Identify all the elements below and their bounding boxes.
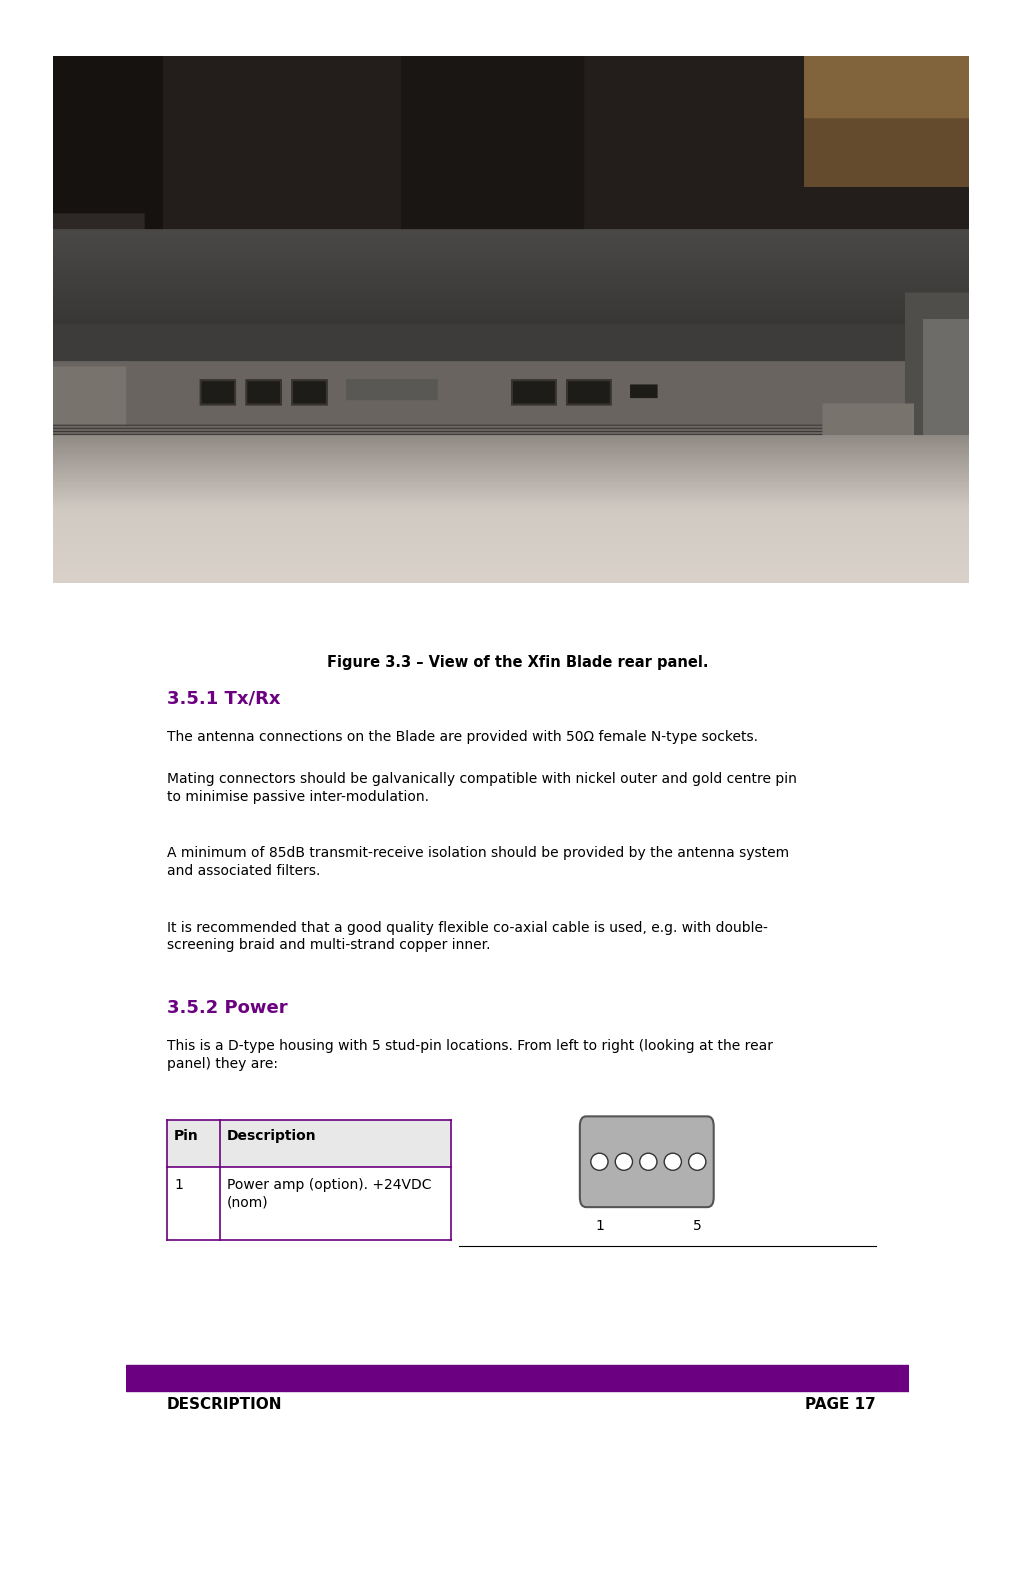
Text: This is a D-type housing with 5 stud-pin locations. From left to right (looking : This is a D-type housing with 5 stud-pin… bbox=[167, 1039, 773, 1070]
Text: It is recommended that a good quality flexible co-axial cable is used, e.g. with: It is recommended that a good quality fl… bbox=[167, 921, 768, 953]
Text: DESCRIPTION: DESCRIPTION bbox=[167, 1397, 283, 1411]
Text: 3.5.2 Power: 3.5.2 Power bbox=[167, 999, 288, 1016]
Bar bbox=[167, 1120, 451, 1166]
Ellipse shape bbox=[689, 1153, 706, 1171]
Text: 1: 1 bbox=[174, 1177, 183, 1192]
Text: XFIN-BLADE-SM: XFIN-BLADE-SM bbox=[740, 198, 876, 212]
FancyBboxPatch shape bbox=[580, 1117, 714, 1207]
Ellipse shape bbox=[591, 1153, 608, 1171]
Ellipse shape bbox=[639, 1153, 656, 1171]
Bar bbox=[126, 1389, 909, 1391]
Text: A minimum of 85dB transmit-receive isolation should be provided by the antenna s: A minimum of 85dB transmit-receive isola… bbox=[167, 846, 789, 878]
Text: 1: 1 bbox=[595, 1219, 604, 1233]
Text: Power amp (option). +24VDC
(nom): Power amp (option). +24VDC (nom) bbox=[227, 1177, 431, 1209]
Ellipse shape bbox=[665, 1153, 682, 1171]
Text: Description: Description bbox=[227, 1128, 317, 1142]
Bar bbox=[126, 1365, 909, 1389]
Text: Pin: Pin bbox=[174, 1128, 199, 1142]
Ellipse shape bbox=[615, 1153, 632, 1171]
Text: PAGE 17: PAGE 17 bbox=[805, 1397, 876, 1411]
Text: The antenna connections on the Blade are provided with 50Ω female N-type sockets: The antenna connections on the Blade are… bbox=[167, 730, 757, 744]
Text: 5: 5 bbox=[693, 1219, 702, 1233]
Bar bbox=[126, 220, 909, 221]
Text: 3.5.1 Tx/Rx: 3.5.1 Tx/Rx bbox=[167, 690, 281, 707]
Bar bbox=[126, 194, 909, 220]
Text: Mating connectors should be galvanically compatible with nickel outer and gold c: Mating connectors should be galvanically… bbox=[167, 771, 797, 803]
Text: Figure 3.3 – View of the Xfin Blade rear panel.: Figure 3.3 – View of the Xfin Blade rear… bbox=[327, 655, 708, 669]
